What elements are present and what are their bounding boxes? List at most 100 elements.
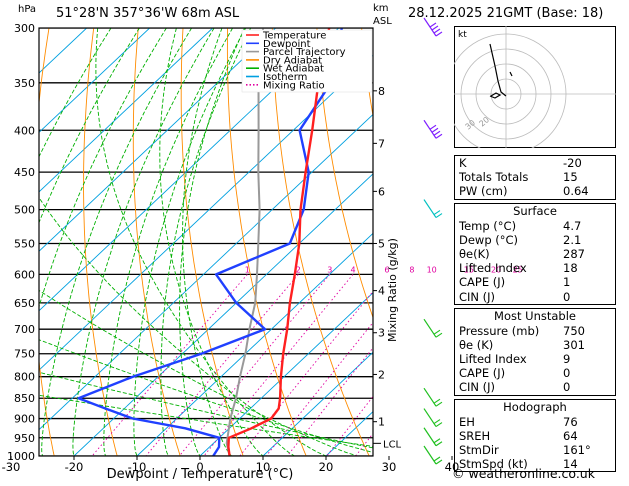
- datetime-title: 28.12.2025 21GMT (Base: 18): [408, 6, 604, 21]
- hpa-unit-label: hPa: [18, 4, 37, 15]
- pressure-tick-label: 600: [14, 268, 35, 281]
- hodograph-motion-marker: [509, 71, 513, 77]
- dry-adiabat-line: [180, 28, 244, 456]
- surface-title: Surface: [513, 203, 557, 218]
- mixing-ratio-line: [91, 274, 248, 456]
- mu-value: 0: [563, 366, 571, 381]
- wet-adiabat-line: [41, 28, 192, 456]
- wind-barb-feather: [433, 210, 441, 216]
- mixing-ratio-label: 4: [350, 265, 355, 274]
- mixing-ratio-label: 8: [409, 265, 414, 274]
- wind-barb-feather: [435, 422, 443, 428]
- isotherm-line: [39, 113, 373, 431]
- index-value: -20: [563, 156, 582, 170]
- surface-label: CIN (J): [459, 289, 496, 304]
- isotherm-line: [39, 28, 339, 312]
- mixing-ratio-label: 25: [513, 265, 523, 274]
- dry-adiabat-line: [271, 28, 370, 456]
- wet-adiabat-line: [72, 28, 215, 456]
- mixing-ratio-line: [145, 274, 299, 456]
- index-label: Totals Totals: [459, 170, 529, 185]
- hodograph-stats-row: SREH 64: [455, 429, 615, 443]
- hodo-value: 76: [563, 414, 578, 429]
- pressure-tick-label: 400: [14, 124, 35, 137]
- altitude-tick-label: 1: [378, 416, 385, 429]
- wind-barb-feather: [429, 124, 437, 130]
- index-value: 0.64: [563, 184, 589, 199]
- mixing-ratio-line: [286, 347, 373, 456]
- asl-unit-label: ASL: [373, 16, 392, 27]
- hodo-value: 161°: [563, 443, 591, 457]
- pressure-tick-label: 750: [14, 348, 35, 361]
- wind-barb-feather: [433, 329, 441, 335]
- wet-adiabat-line: [103, 28, 233, 456]
- hodograph-storm-trace: [489, 92, 502, 99]
- mu-value: 0: [563, 380, 571, 395]
- pressure-tick-label: 500: [14, 204, 35, 217]
- index-value: 15: [563, 170, 578, 185]
- x-tick-label: 20: [319, 460, 334, 474]
- x-tick-label: 0: [196, 460, 203, 474]
- wet-adiabat-line: [95, 28, 295, 456]
- most-unstable-row: Lifted Index 9: [455, 352, 615, 366]
- isotherm-line: [39, 28, 150, 134]
- dry-adiabat-line: [83, 28, 118, 456]
- y-axis-label-mixing-ratio: Mixing Ratio (g/kg): [386, 238, 399, 342]
- index-label: K: [459, 156, 467, 170]
- temperature-line: [227, 28, 331, 456]
- legend-label: Dewpoint: [263, 39, 311, 50]
- surface-value: 0: [563, 289, 571, 304]
- wind-barb-feather: [433, 419, 441, 425]
- wet-adiabat-line: [39, 28, 140, 224]
- surface-row: Dewp (°C) 2.1: [455, 233, 615, 247]
- hodograph-kt-label: kt: [458, 30, 467, 40]
- pressure-tick-label: 350: [14, 77, 35, 90]
- x-tick-label: -30: [2, 460, 21, 474]
- hodo-label: SREH: [459, 428, 491, 443]
- surface-value: 4.7: [563, 218, 582, 233]
- surface-row: Temp (°C) 4.7: [455, 219, 615, 233]
- wind-barb-feather: [435, 133, 443, 139]
- wind-barb-feather: [429, 22, 437, 28]
- wind-barb-feather: [433, 130, 441, 136]
- index-row-pw: PW (cm) 0.64: [455, 184, 615, 198]
- index-row-totals: Totals Totals 15: [455, 170, 615, 184]
- hodo-label: StmSpd (kt): [459, 457, 528, 472]
- surface-label: Dewp (°C): [459, 232, 519, 247]
- hodograph-stats-box: Hodograph EH 76 SREH 64 StmDir 161° StmSpd …: [454, 398, 616, 473]
- stats-panel: K -20 Totals Totals 15 PW (cm) 0.64 Surface…: [454, 155, 616, 475]
- indices-box: K -20 Totals Totals 15 PW (cm) 0.64: [454, 155, 616, 200]
- legend-label: Dry Adiabat: [263, 55, 322, 66]
- most-unstable-box: Most Unstable Pressure (mb) 750 θe (K) 301…: [454, 307, 616, 396]
- legend-label: Isotherm: [263, 72, 307, 83]
- hodograph-stats-row: StmSpd (kt) 14: [455, 457, 615, 471]
- wind-barb-feather: [433, 398, 441, 404]
- surface-label: θe(K): [459, 246, 490, 261]
- wind-barb-feather: [435, 213, 443, 219]
- dry-adiabat-line: [226, 28, 307, 456]
- hodo-label: StmDir: [459, 443, 499, 457]
- mixing-ratio-label: 10: [427, 265, 437, 274]
- hodo-label: EH: [459, 414, 475, 429]
- surface-value: 2.1: [563, 232, 582, 247]
- surface-row: CAPE (J) 1: [455, 275, 615, 289]
- dry-adiabat-line: [0, 28, 4, 456]
- plot-frame: [38, 27, 374, 457]
- surface-row: Lifted Index 18: [455, 261, 615, 275]
- wet-adiabat-line: [39, 371, 373, 449]
- pressure-tick-label: 950: [14, 432, 35, 445]
- wet-adiabat-line: [182, 28, 232, 456]
- mu-label: Pressure (mb): [459, 323, 540, 338]
- surface-label: CAPE (J): [459, 275, 506, 290]
- isotherm-line: [136, 232, 373, 456]
- surface-value: 287: [563, 246, 585, 261]
- pressure-tick-label: 700: [14, 323, 35, 336]
- legend-label: Temperature: [262, 31, 326, 42]
- isotherm-line: [199, 292, 373, 456]
- wind-barb-feather: [433, 456, 441, 462]
- surface-row: CIN (J) 0: [455, 290, 615, 304]
- mu-label: CAPE (J): [459, 366, 506, 381]
- mixing-ratio-line: [265, 321, 373, 456]
- wind-barb-feather: [431, 25, 439, 31]
- dry-adiabat-line: [316, 28, 373, 319]
